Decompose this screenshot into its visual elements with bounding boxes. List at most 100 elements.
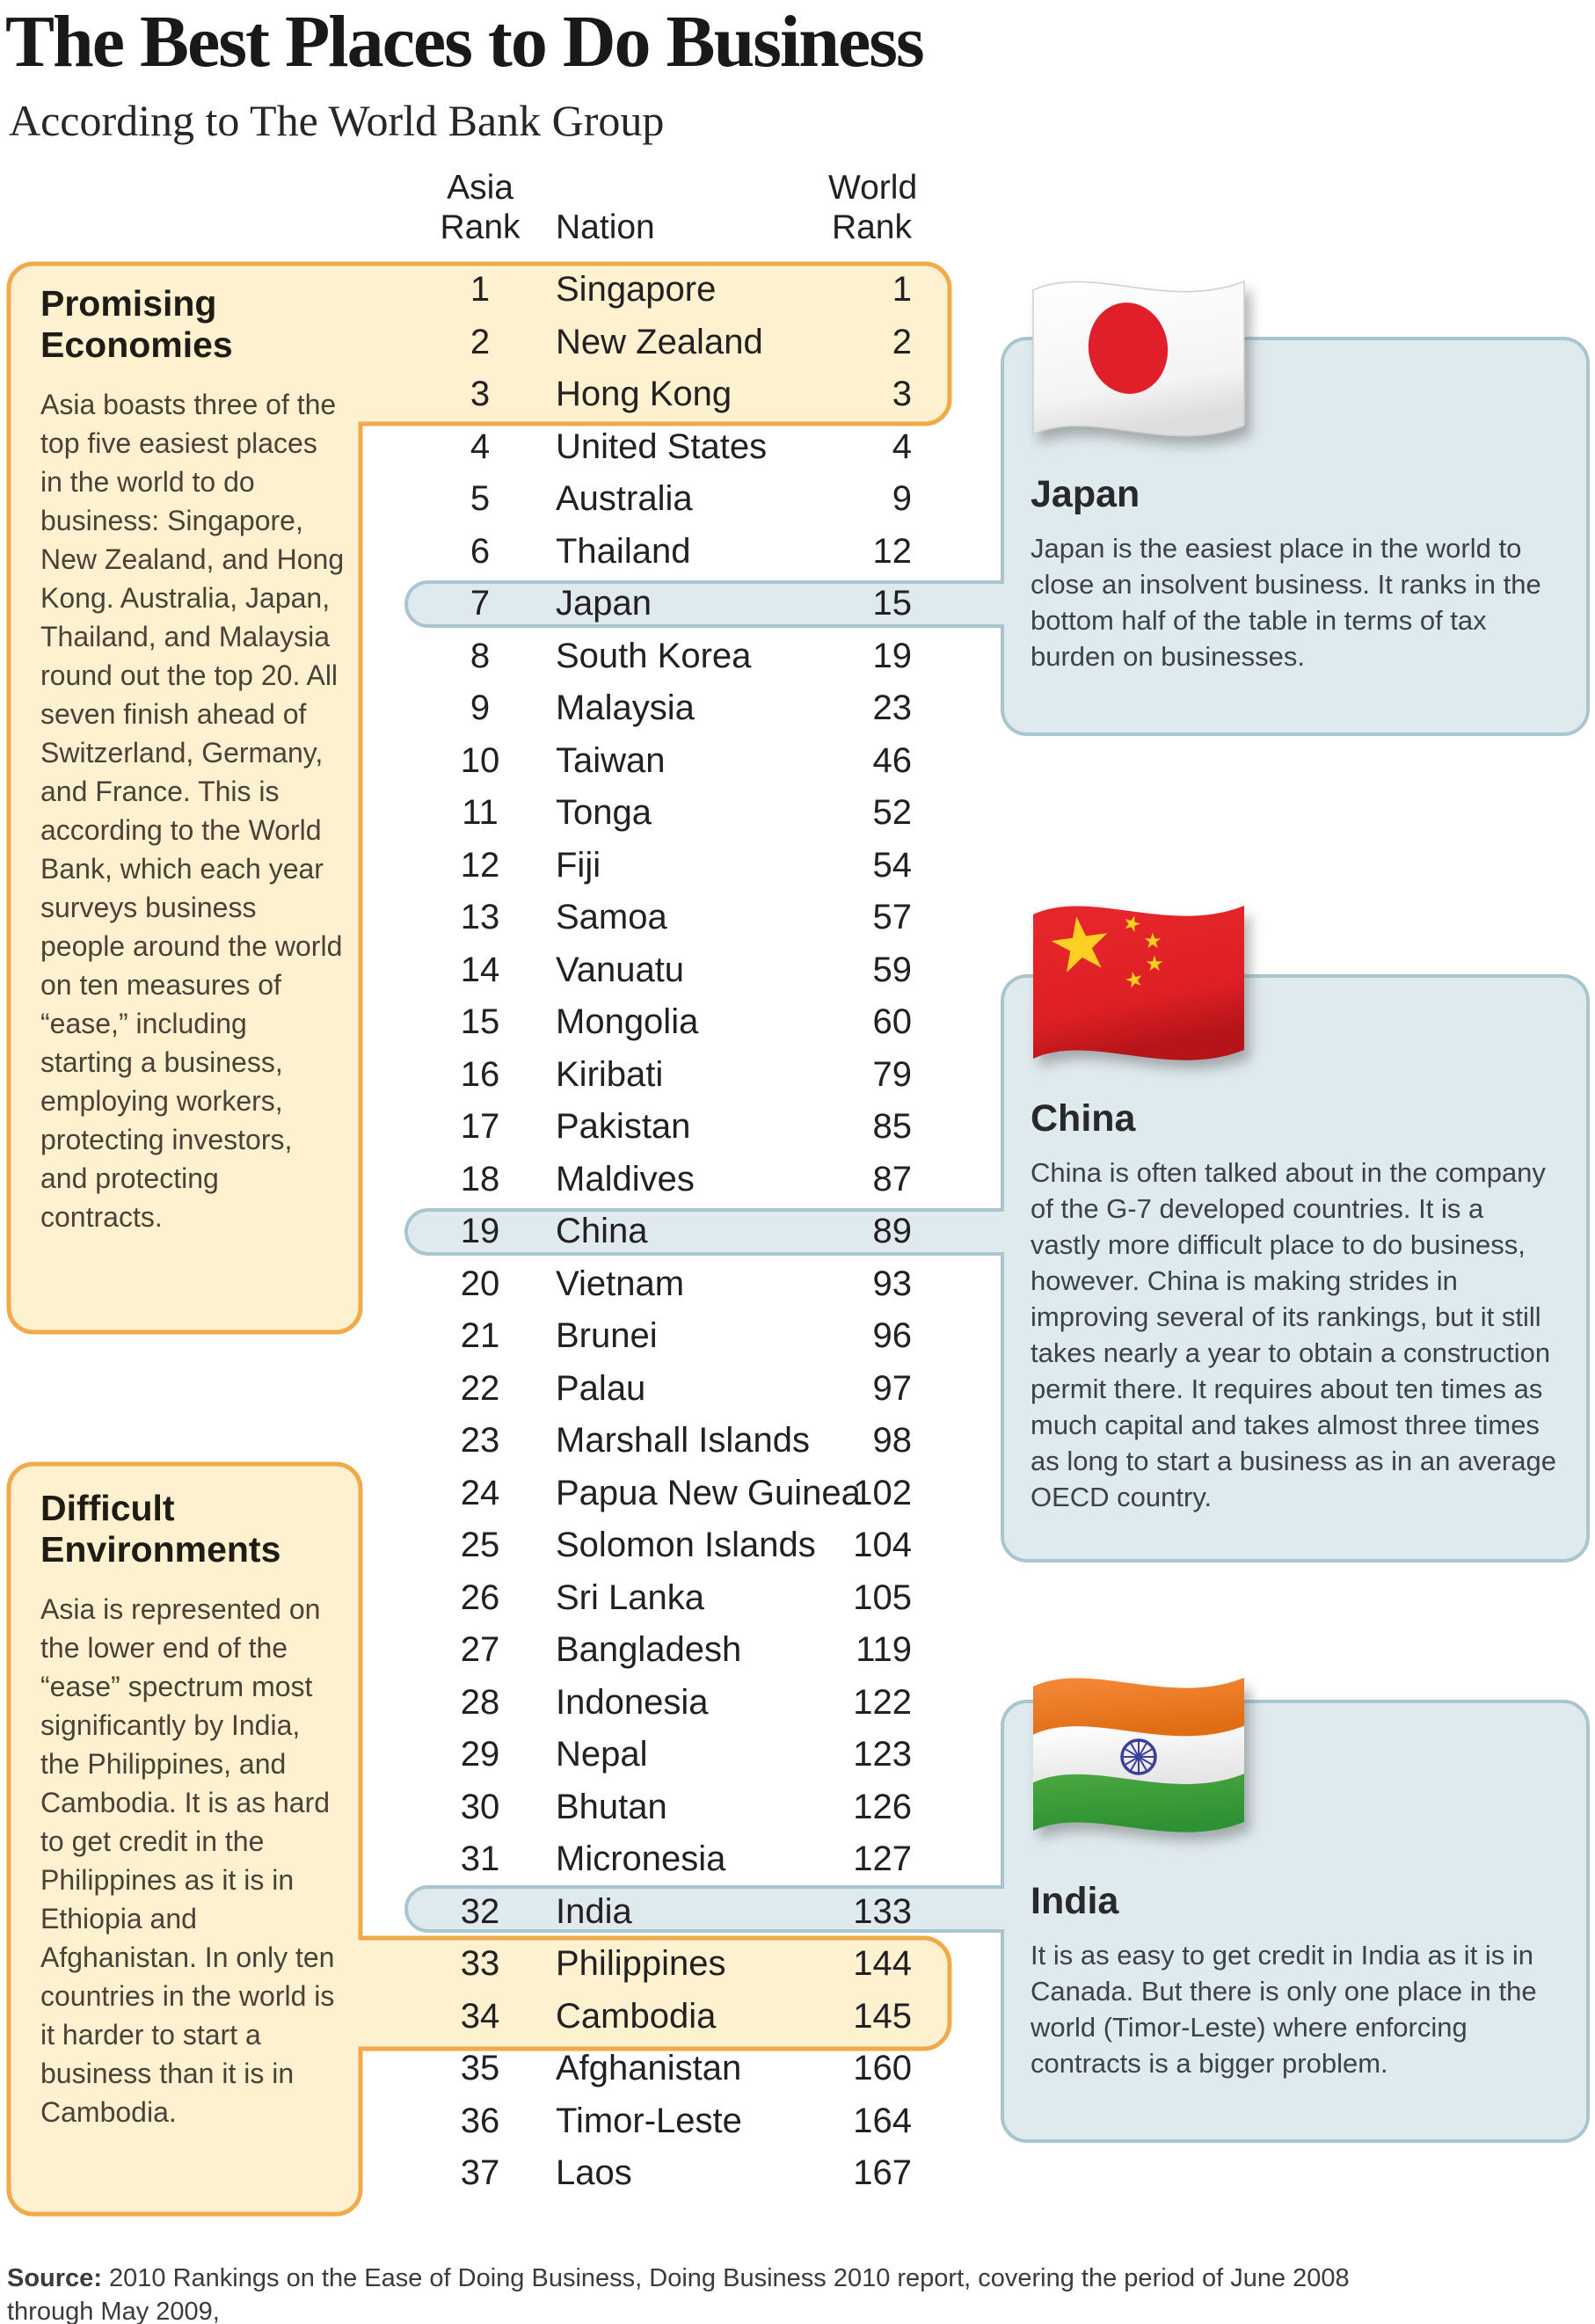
- world-rank-cell: 2: [892, 322, 912, 361]
- world-rank-cell: 145: [853, 1996, 912, 2036]
- table-row: 12 Fiji 54: [404, 840, 974, 892]
- world-rank-cell: 102: [853, 1473, 912, 1512]
- rankings-table: 1 Singapore 1 2 New Zealand 2 3 Hong Kon…: [404, 264, 974, 2200]
- table-row: 2 New Zealand 2: [404, 317, 974, 369]
- table-row: 17 Pakistan 85: [404, 1101, 974, 1154]
- table-row: 29 Nepal 123: [404, 1729, 974, 1781]
- asia-rank-cell: 27: [460, 1630, 500, 1670]
- japan-connector-shape: [404, 337, 1590, 736]
- world-rank-cell: 93: [872, 1264, 913, 1303]
- asia-rank-cell: 22: [460, 1368, 500, 1408]
- table-row: 23 Marshall Islands 98: [404, 1415, 974, 1468]
- asia-rank-cell: 16: [460, 1054, 500, 1094]
- asia-rank-cell: 26: [460, 1577, 500, 1617]
- world-rank-cell: 3: [892, 375, 912, 414]
- world-rank-cell: 123: [853, 1735, 912, 1774]
- asia-rank-cell: 20: [460, 1264, 500, 1303]
- sidebar-promising-economies: Promising Economies Asia boasts three of…: [40, 283, 346, 1236]
- callout-china-title: China: [1031, 1097, 1136, 1140]
- nation-cell: Malaysia: [556, 688, 695, 728]
- asia-rank-cell: 13: [460, 898, 500, 937]
- table-row: 19 China 89: [404, 1206, 974, 1258]
- table-row: 32 India 133: [404, 1886, 974, 1939]
- asia-rank-cell: 34: [460, 1996, 500, 2036]
- asia-rank-cell: 12: [460, 845, 500, 885]
- promising-body: Asia boasts three of the top five easies…: [40, 389, 345, 1234]
- asia-rank-cell: 5: [470, 479, 491, 519]
- table-row: 37 Laos 167: [404, 2147, 974, 2200]
- asia-rank-cell: 11: [462, 793, 499, 833]
- world-rank-cell: 19: [872, 636, 913, 675]
- asia-rank-cell: 4: [470, 426, 491, 466]
- asia-rank-cell: 32: [460, 1891, 500, 1931]
- callout-japan-body: Japan is the easiest place in the world …: [1031, 533, 1541, 672]
- nation-cell: Japan: [556, 584, 652, 623]
- table-row: 6 Thailand 12: [404, 526, 974, 579]
- asia-rank-cell: 24: [460, 1473, 500, 1512]
- nation-cell: Fiji: [556, 845, 601, 885]
- world-rank-cell: 133: [853, 1891, 912, 1931]
- asia-rank-cell: 10: [460, 740, 500, 780]
- source-label: Source:: [7, 2264, 102, 2292]
- nation-cell: Thailand: [556, 531, 691, 571]
- table-row: 27 Bangladesh 119: [404, 1624, 974, 1677]
- world-rank-cell: 23: [872, 688, 913, 728]
- callout-india: India It is as easy to get credit in Ind…: [1031, 1880, 1558, 2081]
- table-row: 13 Samoa 57: [404, 892, 974, 944]
- world-rank-cell: 96: [872, 1316, 913, 1356]
- callout-china-body: China is often talked about in the compa…: [1031, 1157, 1556, 1512]
- nation-cell: Bangladesh: [556, 1630, 742, 1670]
- world-rank-cell: 164: [853, 2101, 912, 2140]
- asia-rank-cell: 15: [460, 1002, 500, 1042]
- world-rank-cell: 119: [856, 1630, 912, 1670]
- world-rank-cell: 85: [872, 1107, 913, 1147]
- table-row: 4 United States 4: [404, 421, 974, 474]
- asia-rank-cell: 17: [460, 1107, 500, 1147]
- world-rank-cell: 122: [853, 1682, 912, 1722]
- asia-rank-cell: 1: [470, 270, 491, 310]
- table-row: 9 Malaysia 23: [404, 682, 974, 735]
- asia-rank-cell: 3: [470, 375, 491, 414]
- world-rank-cell: 4: [892, 426, 912, 466]
- world-rank-cell: 79: [872, 1054, 913, 1094]
- sidebar-difficult-environments: Difficult Environments Asia is represent…: [40, 1488, 346, 2131]
- india-flag-icon: [1033, 1678, 1244, 1832]
- world-rank-cell: 54: [872, 845, 913, 885]
- table-row: 28 Indonesia 122: [404, 1677, 974, 1730]
- nation-cell: Vietnam: [556, 1264, 685, 1303]
- callout-india-body: It is as easy to get credit in India as …: [1031, 1940, 1537, 2079]
- asia-rank-cell: 25: [460, 1526, 500, 1565]
- asia-rank-cell: 18: [460, 1159, 500, 1198]
- asia-rank-cell: 7: [470, 584, 491, 623]
- table-row: 1 Singapore 1: [404, 264, 974, 317]
- asia-rank-cell: 2: [470, 322, 491, 361]
- china-flag-icon: ★ ★ ★ ★: [1033, 906, 1244, 1060]
- nation-cell: Hong Kong: [556, 375, 732, 414]
- table-header: Asia Rank Nation World Rank: [404, 157, 974, 248]
- table-row: 7 Japan 15: [404, 578, 974, 630]
- table-row: 24 Papua New Guinea 102: [404, 1468, 974, 1520]
- table-row: 3 Hong Kong 3: [404, 368, 974, 421]
- table-row: 10 Taiwan 46: [404, 735, 974, 788]
- india-connector-shape: [404, 1700, 1590, 2143]
- table-row: 22 Palau 97: [404, 1363, 974, 1416]
- asia-rank-cell: 31: [460, 1840, 500, 1879]
- table-row: 34 Cambodia 145: [404, 1991, 974, 2044]
- nation-cell: Vanuatu: [556, 950, 685, 989]
- asia-rank-cell: 6: [470, 531, 491, 571]
- table-row: 14 Vanuatu 59: [404, 944, 974, 997]
- world-rank-cell: 15: [872, 584, 913, 623]
- callout-japan: Japan Japan is the easiest place in the …: [1031, 473, 1558, 674]
- asia-rank-cell: 37: [460, 2153, 500, 2193]
- nation-cell: Marshall Islands: [556, 1421, 811, 1461]
- world-rank-cell: 9: [892, 479, 912, 519]
- world-rank-cell: 46: [872, 740, 913, 780]
- nation-cell: South Korea: [556, 636, 752, 675]
- difficult-title: Difficult Environments: [40, 1488, 281, 1570]
- nation-cell: Taiwan: [556, 740, 666, 780]
- nation-cell: Maldives: [556, 1159, 695, 1198]
- world-rank-cell: 167: [853, 2153, 912, 2193]
- nation-cell: Indonesia: [556, 1682, 709, 1722]
- nation-cell: Cambodia: [556, 1996, 717, 2036]
- asia-rank-cell: 28: [460, 1682, 500, 1722]
